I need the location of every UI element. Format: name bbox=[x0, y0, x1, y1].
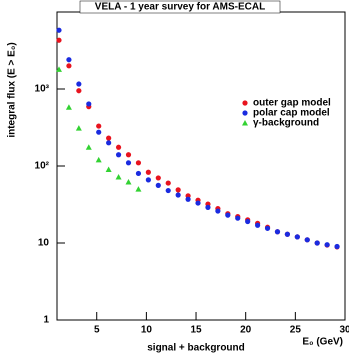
point bbox=[66, 57, 72, 63]
point bbox=[304, 237, 310, 243]
plot-frame bbox=[56, 11, 346, 321]
x-tick-label: 5 bbox=[94, 325, 100, 336]
point bbox=[135, 160, 142, 166]
point bbox=[125, 160, 132, 166]
point bbox=[334, 243, 340, 250]
y-axis-label: integral flux (E > E₀) bbox=[7, 42, 18, 137]
point bbox=[185, 196, 191, 202]
x-tick-label: 15 bbox=[190, 325, 202, 336]
point bbox=[56, 27, 62, 33]
point bbox=[225, 212, 231, 218]
y-tick-label: 1 bbox=[43, 315, 49, 326]
legend-marker bbox=[242, 120, 248, 126]
point bbox=[115, 144, 122, 150]
point bbox=[86, 101, 92, 107]
point bbox=[55, 66, 62, 72]
x-tick-label: 10 bbox=[141, 325, 153, 336]
point bbox=[125, 178, 132, 185]
point bbox=[255, 222, 261, 228]
point bbox=[96, 129, 102, 135]
y-tick-label: 10³ bbox=[35, 84, 50, 95]
point bbox=[145, 169, 151, 175]
chart-title: VELA - 1 year survey for AMS-ECAL bbox=[95, 2, 265, 13]
point bbox=[294, 234, 300, 240]
point bbox=[165, 180, 171, 186]
x-tick-label: 25 bbox=[290, 325, 302, 336]
point bbox=[95, 156, 102, 163]
point bbox=[264, 225, 271, 231]
point bbox=[106, 140, 112, 146]
legend-marker bbox=[242, 100, 248, 106]
point bbox=[235, 215, 241, 221]
y-tick-label: 10 bbox=[38, 238, 50, 249]
point bbox=[245, 218, 251, 225]
legend-marker bbox=[242, 110, 248, 116]
point bbox=[175, 187, 181, 193]
x-tick-label: 20 bbox=[240, 325, 252, 336]
point bbox=[215, 208, 221, 214]
point bbox=[76, 81, 82, 87]
y-tick-label: 10² bbox=[35, 161, 50, 172]
point bbox=[324, 242, 330, 248]
point bbox=[125, 152, 132, 158]
point bbox=[155, 175, 161, 181]
point bbox=[76, 88, 82, 94]
point bbox=[314, 240, 320, 246]
point bbox=[195, 200, 201, 206]
point bbox=[274, 229, 281, 235]
point bbox=[165, 187, 171, 194]
point bbox=[56, 37, 62, 43]
point bbox=[284, 231, 290, 237]
x-axis-label: E₀ (GeV) bbox=[302, 337, 343, 348]
point bbox=[175, 192, 181, 198]
legend-label: outer gap model bbox=[253, 98, 331, 109]
point bbox=[115, 152, 122, 158]
point bbox=[105, 166, 112, 173]
point bbox=[155, 182, 161, 188]
point bbox=[145, 177, 151, 183]
point bbox=[85, 144, 92, 150]
point bbox=[135, 170, 142, 177]
legend-label: polar cap model bbox=[253, 108, 330, 119]
point bbox=[115, 173, 122, 180]
legend-label: γ-background bbox=[253, 118, 319, 129]
point bbox=[205, 204, 211, 210]
x-tick-label: 30 bbox=[339, 325, 349, 336]
point bbox=[66, 63, 72, 69]
point bbox=[65, 104, 72, 110]
subtitle: signal + background bbox=[147, 343, 245, 354]
point bbox=[135, 186, 142, 192]
point bbox=[106, 135, 112, 141]
title-box bbox=[79, 0, 281, 14]
point bbox=[96, 123, 102, 129]
point bbox=[75, 125, 82, 131]
